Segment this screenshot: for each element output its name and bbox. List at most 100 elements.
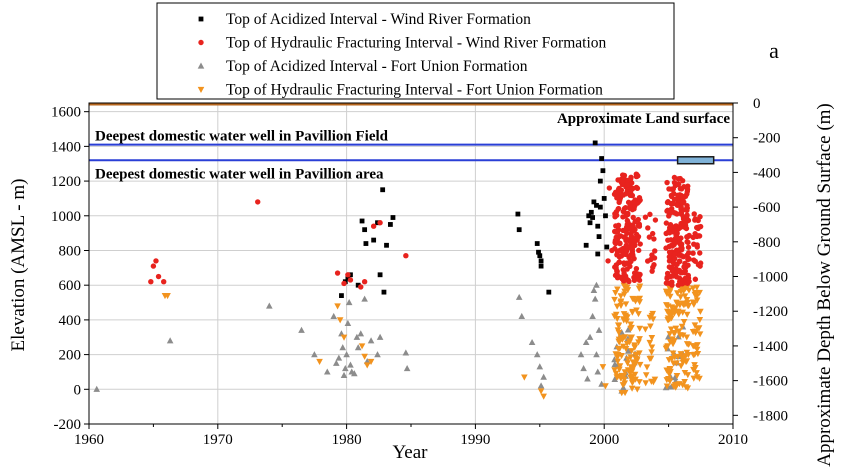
wr-fracturing-point: [632, 235, 639, 241]
fu-fracturing-point: [617, 298, 625, 305]
fu-fracturing-point: [599, 364, 607, 371]
fu-fracturing-point: [636, 299, 643, 306]
data-points: [93, 140, 704, 400]
annotation-box: [676, 156, 715, 165]
fu-fracturing-point: [651, 376, 659, 383]
wr-fracturing-point: [637, 241, 643, 247]
fu-acidized-point: [351, 370, 358, 377]
wr-fracturing-point: [255, 199, 261, 205]
fu-fracturing-point: [633, 386, 641, 393]
fu-acidized-point: [593, 281, 600, 288]
wr-fracturing-point: [685, 255, 692, 262]
y2-tick-label: 0: [753, 96, 761, 112]
fu-fracturing-point: [602, 383, 609, 390]
fu-fracturing-point: [675, 311, 683, 318]
wr-fracturing-point: [150, 263, 157, 269]
legend-label-wr-fracturing: Top of Hydraulic Fracturing Interval - W…: [226, 35, 606, 52]
fu-fracturing-point: [627, 334, 635, 341]
wr-acidized-point: [595, 223, 601, 229]
wr-fracturing-point: [683, 275, 690, 282]
wr-fracturing-point: [645, 225, 651, 231]
fu-fracturing-point: [675, 328, 683, 335]
fu-fracturing-point: [677, 332, 684, 339]
fu-fracturing-point: [677, 351, 685, 358]
wr-fracturing-point: [647, 211, 653, 218]
wr-fracturing-point: [613, 234, 619, 241]
fu-fracturing-point: [680, 354, 688, 361]
fu-acidized-point: [584, 375, 591, 382]
wr-fracturing-point: [682, 225, 689, 231]
wr-fracturing-point: [628, 245, 634, 251]
fu-fracturing-point: [622, 301, 630, 308]
y-tick-label: -200: [54, 417, 82, 433]
y-tick-label: 800: [59, 243, 82, 259]
fu-fracturing-point: [620, 282, 628, 289]
fu-fracturing-point: [648, 344, 656, 351]
wr-fracturing-point: [666, 254, 673, 260]
wr-fracturing-point: [680, 214, 687, 220]
fu-fracturing-point: [669, 341, 677, 348]
wr-acidized-point: [597, 178, 603, 184]
wr-fracturing-point: [635, 216, 641, 223]
fu-fracturing-point: [612, 370, 620, 377]
fu-fracturing-point: [363, 362, 371, 369]
fu-fracturing-point: [677, 294, 684, 301]
fu-fracturing-point: [618, 352, 625, 360]
fu-fracturing-point: [693, 297, 701, 304]
fu-fracturing-point: [647, 323, 654, 330]
wr-acidized-point: [600, 168, 606, 174]
fu-fracturing-point: [697, 308, 704, 315]
fu-fracturing-point: [679, 309, 687, 316]
wr-fracturing-point: [605, 258, 611, 264]
fu-fracturing-point: [694, 351, 702, 358]
wr-fracturing-point: [677, 280, 683, 287]
wr-acidized-point: [363, 241, 369, 246]
wr-fracturing-point: [624, 182, 630, 188]
fu-acidized-point: [611, 361, 619, 368]
wr-fracturing-point: [619, 246, 625, 253]
fu-fracturing-point: [632, 355, 640, 362]
fu-fracturing-point: [679, 300, 686, 307]
wr-fracturing-point: [697, 250, 703, 256]
wr-fracturing-point: [697, 214, 703, 220]
fu-fracturing-point: [685, 287, 693, 294]
wr-acidized-point: [387, 222, 393, 227]
wr-fracturing-point: [648, 256, 654, 263]
wr-fracturing-point: [619, 192, 625, 198]
fu-acidized-point: [166, 337, 174, 344]
x-tick-label: 1970: [203, 432, 233, 448]
fu-fracturing-point: [629, 364, 636, 371]
wr-fracturing-point: [678, 247, 685, 253]
fu-acidized-point: [403, 364, 411, 372]
wr-fracturing-point: [630, 252, 636, 259]
wr-fracturing-point: [347, 277, 354, 283]
fu-fracturing-point: [696, 317, 704, 324]
wr-fracturing-point: [667, 274, 673, 280]
wr-fracturing-point: [161, 279, 167, 285]
y2-tick-label: -1000: [753, 270, 788, 286]
wr-fracturing-point: [635, 173, 641, 179]
wr-fracturing-point: [679, 253, 685, 259]
wr-fracturing-point: [649, 268, 655, 274]
fu-fracturing-point: [361, 353, 368, 360]
fu-fracturing-point: [693, 370, 700, 377]
fu-fracturing-point: [622, 314, 630, 321]
fu-fracturing-point: [683, 334, 691, 341]
wr-fracturing-point: [403, 252, 409, 259]
reference-lines: Approximate Land surface Deepest domestic…: [89, 102, 733, 182]
wr-fracturing-point: [155, 273, 162, 280]
fu-fracturing-point: [667, 313, 674, 320]
wr-acidized-point: [384, 242, 389, 248]
fu-fracturing-point: [682, 359, 690, 366]
wr-fracturing-point: [623, 248, 630, 254]
fu-fracturing-point: [642, 372, 650, 379]
fu-acidized-point: [374, 351, 381, 358]
wr-fracturing-point: [630, 214, 636, 221]
wr-fracturing-point: [679, 177, 686, 184]
fu-fracturing-point: [649, 310, 657, 317]
wr-fracturing-point: [666, 186, 672, 192]
fu-fracturing-point: [696, 289, 703, 297]
fu-fracturing-point: [621, 380, 629, 387]
fu-fracturing-point: [669, 350, 677, 357]
fu-fracturing-point: [648, 349, 655, 356]
